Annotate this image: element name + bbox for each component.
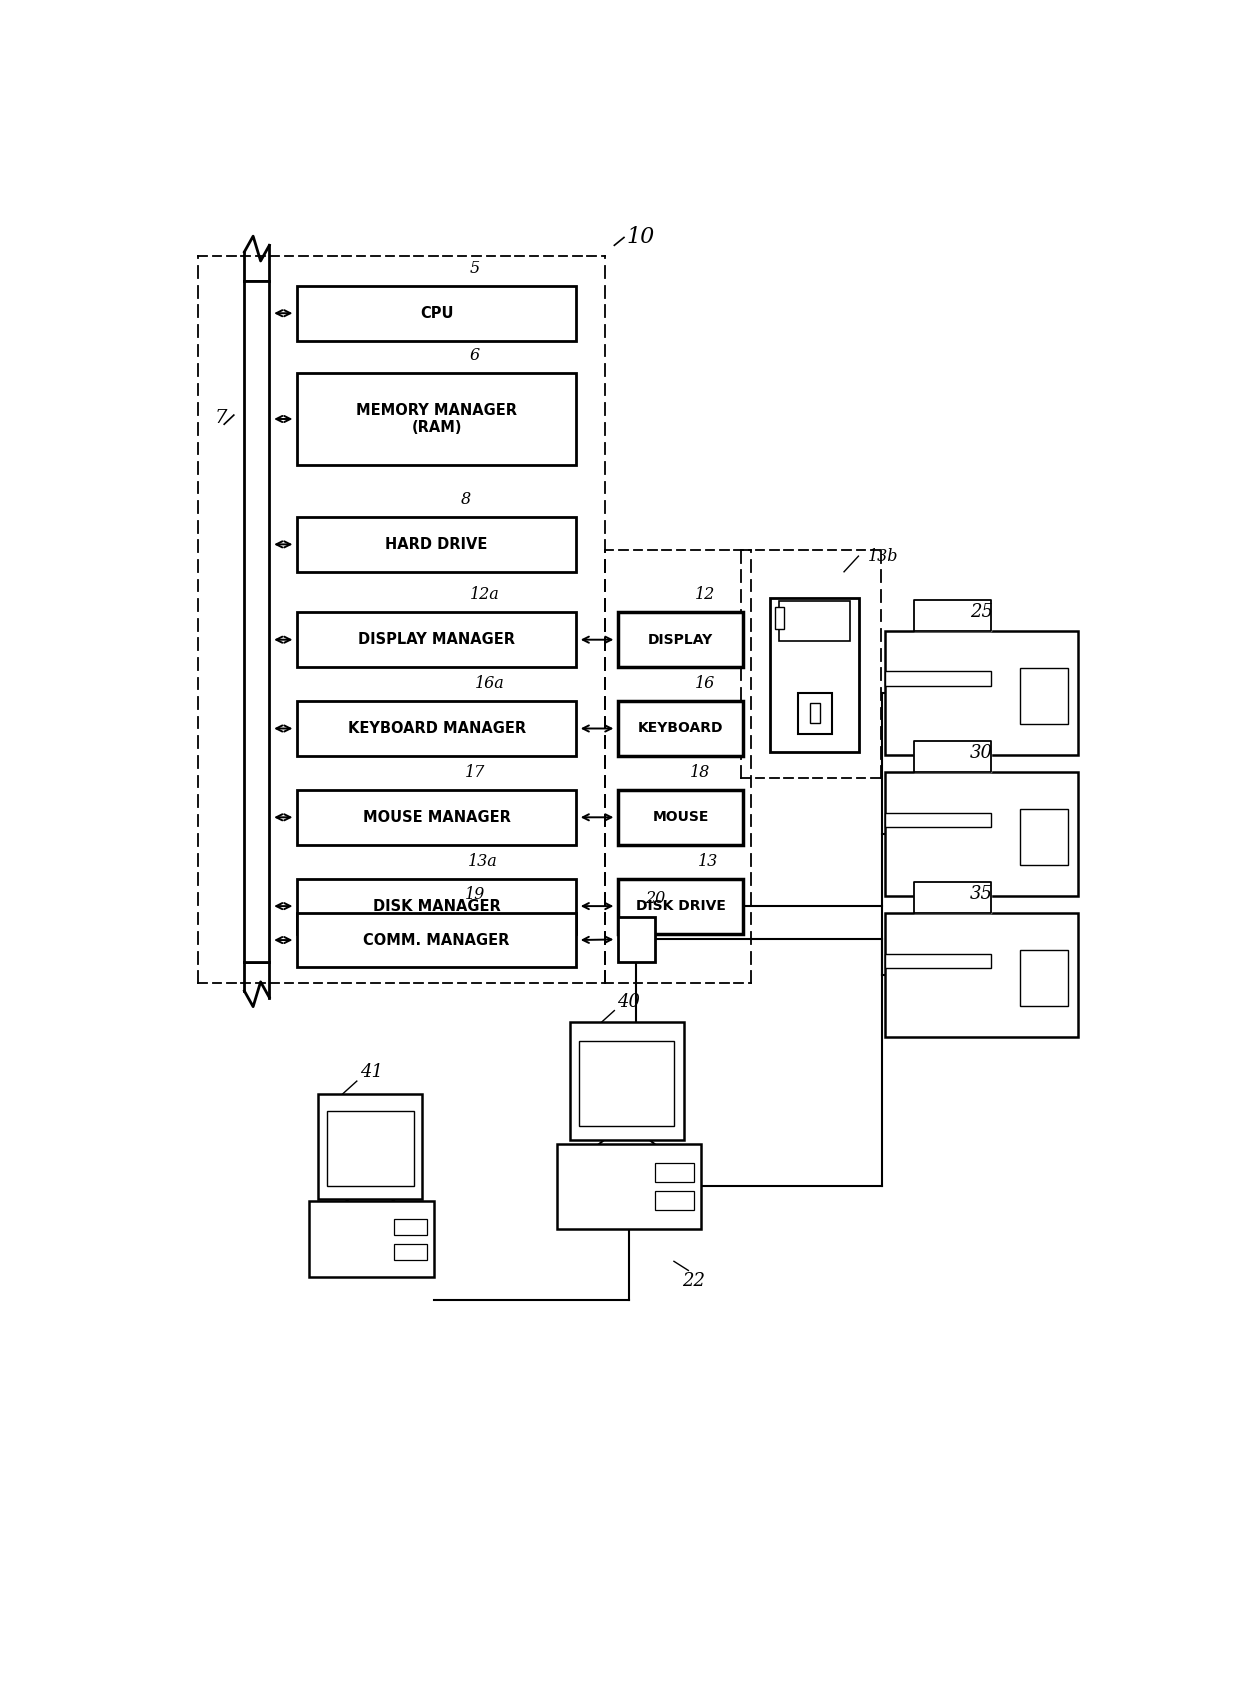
Text: 7: 7 (215, 409, 227, 427)
Text: MOUSE: MOUSE (652, 811, 709, 824)
Text: 35: 35 (970, 885, 993, 904)
Text: KEYBOARD: KEYBOARD (637, 721, 723, 736)
Bar (570, 1023, 683, 1140)
Text: 16a: 16a (475, 675, 505, 692)
Bar (298, 287, 575, 341)
Text: KEYBOARD MANAGER: KEYBOARD MANAGER (347, 721, 526, 736)
Text: DISPLAY MANAGER: DISPLAY MANAGER (358, 633, 515, 648)
Bar (579, 1041, 675, 1126)
Bar (779, 600, 851, 641)
Bar (619, 612, 743, 667)
Text: 10: 10 (626, 227, 655, 249)
Bar (619, 916, 655, 962)
Text: 19: 19 (465, 887, 485, 904)
Bar (298, 912, 575, 967)
Bar (775, 607, 785, 629)
Bar (885, 912, 1078, 1036)
Text: 8: 8 (460, 490, 470, 507)
Text: 20: 20 (645, 890, 665, 907)
Bar (298, 700, 575, 756)
Text: 5: 5 (470, 259, 480, 276)
Text: 22: 22 (682, 1272, 704, 1291)
Polygon shape (914, 600, 991, 631)
Polygon shape (914, 741, 991, 772)
Text: 13a: 13a (467, 853, 497, 870)
Bar (394, 1243, 428, 1260)
Text: CPU: CPU (420, 305, 454, 321)
Bar (557, 1143, 701, 1228)
Bar (619, 879, 743, 933)
Bar (885, 672, 991, 687)
Text: COMM. MANAGER: COMM. MANAGER (363, 933, 510, 948)
Text: 41: 41 (360, 1063, 383, 1080)
Bar (1019, 950, 1068, 1006)
Bar (298, 373, 575, 465)
Bar (298, 879, 575, 933)
Bar (1019, 809, 1068, 865)
Bar (619, 700, 743, 756)
Bar (619, 790, 743, 845)
Text: DISK DRIVE: DISK DRIVE (636, 899, 725, 912)
Text: 30: 30 (970, 745, 993, 763)
Bar (1019, 668, 1068, 724)
Bar (394, 1219, 428, 1235)
Text: 16: 16 (694, 675, 714, 692)
Bar (885, 631, 1078, 755)
Text: HARD DRIVE: HARD DRIVE (386, 538, 487, 551)
Bar (298, 612, 575, 667)
Bar (885, 772, 1078, 895)
Bar (770, 599, 859, 751)
Bar (298, 517, 575, 572)
Bar (326, 1111, 414, 1186)
Text: 6: 6 (470, 348, 480, 365)
Text: MOUSE MANAGER: MOUSE MANAGER (362, 809, 511, 824)
Text: DISPLAY: DISPLAY (649, 633, 713, 646)
Bar (309, 1201, 434, 1277)
Bar (244, 280, 269, 962)
Text: 40: 40 (618, 992, 640, 1011)
Bar (885, 812, 991, 828)
Text: 12: 12 (694, 587, 714, 604)
Bar (655, 1163, 693, 1182)
Text: 17: 17 (465, 763, 485, 780)
Text: 12a: 12a (470, 587, 500, 604)
Bar (885, 953, 991, 968)
Text: 13b: 13b (868, 548, 899, 565)
Bar (810, 704, 820, 724)
Text: 18: 18 (689, 763, 711, 780)
Bar (298, 790, 575, 845)
Text: DISK MANAGER: DISK MANAGER (373, 899, 501, 914)
Text: MEMORY MANAGER
(RAM): MEMORY MANAGER (RAM) (356, 402, 517, 436)
Text: 25: 25 (970, 604, 993, 621)
Bar (655, 1191, 693, 1209)
Polygon shape (914, 882, 991, 912)
Text: 13: 13 (697, 853, 718, 870)
Bar (797, 694, 832, 733)
Bar (319, 1094, 422, 1199)
